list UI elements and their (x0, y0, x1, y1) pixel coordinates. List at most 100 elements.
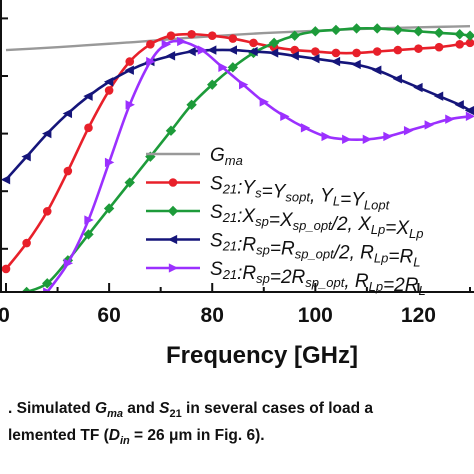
x-tick-label: 120 (401, 304, 436, 327)
legend-entry-1: Gma (146, 145, 243, 168)
caption-text: 21 (169, 408, 182, 421)
data-point (103, 203, 115, 214)
data-point (268, 37, 280, 49)
data-point (0, 175, 11, 185)
series-layer (0, 23, 474, 292)
data-point (42, 128, 52, 139)
legend-label: S21:Ys=Ysopt, YL=YLopt (210, 174, 391, 213)
data-point (465, 111, 474, 121)
data-point (177, 36, 187, 47)
data-point (248, 46, 258, 57)
data-point (465, 38, 474, 48)
data-point (21, 286, 32, 292)
legend-swatch-marker (167, 205, 179, 217)
data-point (433, 91, 444, 101)
legend-swatch-marker (168, 178, 178, 187)
data-point (227, 62, 239, 73)
data-point (146, 40, 155, 49)
data-point (207, 79, 218, 90)
series-line (46, 39, 471, 292)
data-point (393, 45, 403, 55)
data-point (464, 30, 474, 41)
data-point (259, 97, 269, 107)
data-point (165, 125, 177, 136)
data-point (372, 65, 382, 75)
data-point (186, 46, 196, 57)
legend-label: Gma (210, 145, 243, 168)
data-point (21, 151, 31, 162)
data-point (351, 23, 362, 34)
data-point (454, 29, 465, 40)
data-point (22, 238, 31, 248)
legend-label: S21:Xsp=Xsp_opt/2, XLp=XLp (210, 202, 423, 241)
data-point (289, 51, 299, 61)
data-point (124, 65, 134, 75)
data-point (42, 278, 53, 289)
caption-text: . Simulated (8, 400, 95, 417)
data-point (207, 45, 217, 55)
figure-caption: . Simulated Gma and S21 in several cases… (8, 398, 474, 452)
data-point (1, 264, 11, 274)
data-point (464, 105, 474, 116)
data-point (83, 91, 93, 101)
caption-text: S (159, 400, 170, 417)
data-point (187, 29, 196, 39)
data-point (268, 48, 279, 58)
data-point (362, 134, 373, 145)
data-point (434, 42, 444, 52)
data-point (83, 229, 94, 240)
data-point (161, 39, 172, 49)
legend-entry-2: S21:Ys=Ysopt, YL=YLopt (146, 174, 391, 213)
data-point (84, 215, 94, 225)
data-point (413, 82, 423, 93)
series-5 (43, 36, 474, 292)
caption-text: D (108, 427, 120, 445)
data-point (62, 108, 73, 119)
data-point (331, 48, 341, 58)
data-point (125, 57, 135, 66)
caption-line-1: . Simulated Gma and S21 in several cases… (8, 398, 474, 425)
data-point (125, 100, 135, 110)
data-point (104, 86, 114, 95)
data-point (165, 51, 176, 61)
data-point (207, 31, 217, 40)
caption-text: in (119, 435, 130, 448)
data-point (413, 26, 424, 37)
x-tick-label: 80 (201, 304, 224, 327)
data-point (43, 287, 53, 292)
data-point (186, 99, 197, 110)
data-point (166, 31, 176, 40)
data-point (104, 157, 115, 168)
data-point (330, 24, 342, 36)
x-axis-label: Frequency [GHz] (166, 342, 358, 369)
data-point (454, 100, 464, 110)
data-point (280, 111, 290, 121)
data-point (424, 120, 434, 130)
legend-swatch-marker (167, 234, 178, 245)
series-1 (5, 24, 471, 52)
data-point (146, 56, 156, 67)
x-tick-label: 0 (0, 304, 10, 327)
x-tick-label: 60 (97, 304, 120, 327)
data-point (321, 131, 331, 142)
data-point (218, 62, 228, 73)
caption-text: and (122, 400, 160, 417)
data-point (228, 34, 238, 43)
data-point (351, 59, 361, 70)
data-point (433, 27, 445, 38)
data-point (392, 74, 402, 84)
data-point (310, 54, 320, 64)
data-point (289, 30, 300, 41)
data-point (455, 40, 464, 49)
data-point (403, 126, 414, 136)
caption-text: = 26 μm in Fig. 6). (129, 427, 265, 445)
data-point (227, 45, 238, 55)
data-point (310, 26, 321, 37)
data-point (445, 114, 455, 124)
series-2 (1, 29, 474, 274)
data-point (372, 47, 382, 56)
legend-label: S21:Rsp=Rsp_opt/2, RLp=RL (210, 231, 420, 270)
data-point (42, 207, 52, 216)
data-point (330, 56, 341, 67)
